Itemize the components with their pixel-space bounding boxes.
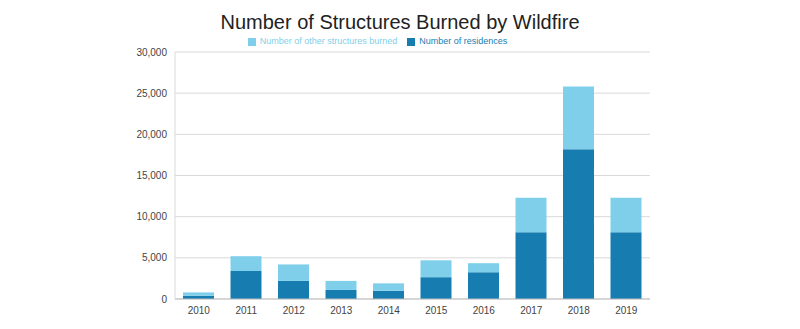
svg-text:2015: 2015 — [425, 305, 448, 316]
svg-text:2011: 2011 — [235, 305, 257, 316]
html-text:Number of other structures bur: Number of other structures burned — [259, 36, 398, 46]
svg-text:2018: 2018 — [568, 305, 591, 316]
svg-text:2019: 2019 — [615, 305, 638, 316]
svg-text:2010: 2010 — [188, 305, 211, 316]
html-text:Number of residences: Number of residences — [419, 36, 508, 46]
svg-text:2013: 2013 — [330, 305, 353, 316]
svg-text:0: 0 — [161, 294, 167, 305]
svg-text:2012: 2012 — [283, 305, 306, 316]
svg-text:2017: 2017 — [520, 305, 543, 316]
svg-text:2016: 2016 — [473, 305, 496, 316]
svg-text:5,000: 5,000 — [142, 252, 167, 263]
svg-text:25,000: 25,000 — [136, 88, 167, 99]
svg-text:30,000: 30,000 — [136, 47, 167, 58]
html-text:Number of Structures Burned by: Number of Structures Burned by Wildfire — [220, 11, 580, 33]
svg-text:10,000: 10,000 — [136, 211, 167, 222]
svg-text:2014: 2014 — [378, 305, 401, 316]
svg-text:20,000: 20,000 — [136, 129, 167, 140]
svg-text:15,000: 15,000 — [136, 170, 167, 181]
